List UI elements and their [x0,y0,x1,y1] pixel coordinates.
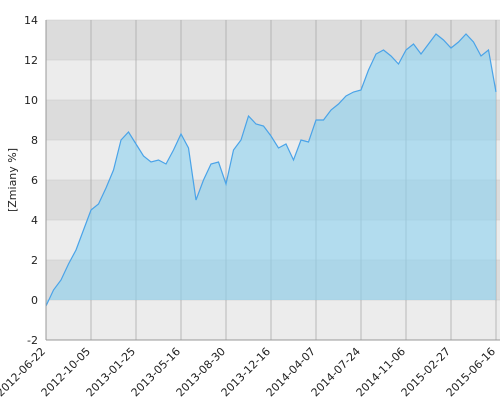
y-tick-label: 2 [31,254,38,267]
y-tick-label: 12 [24,54,38,67]
y-tick-label: 6 [31,174,38,187]
area [46,34,496,306]
y-tick-label: 0 [31,294,38,307]
y-tick-label: 10 [24,94,38,107]
line [45,33,497,307]
band [46,300,500,340]
y-tick-label: 4 [31,214,38,227]
y-tick-label: -2 [27,334,38,347]
y-tick-label: 14 [24,14,38,27]
y-tick-label: 8 [31,134,38,147]
y-axis-label: [Zmiany %] [6,148,19,212]
